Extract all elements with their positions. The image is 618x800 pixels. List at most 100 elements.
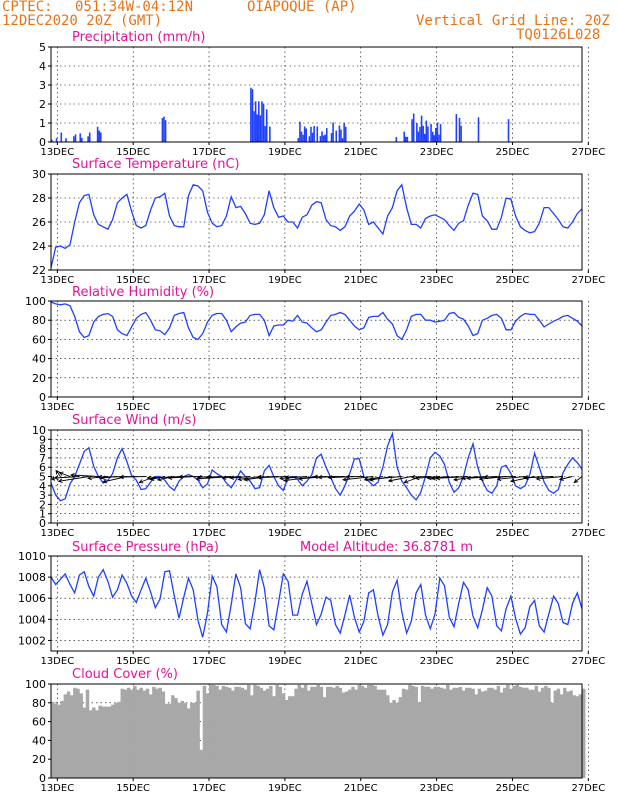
- precip-bar: [405, 136, 407, 142]
- cloud-bar: [66, 691, 71, 778]
- cloud-bar: [487, 687, 491, 778]
- wind-arrow: [411, 476, 431, 478]
- wind-arrow-head: [327, 475, 333, 480]
- cloud-bar: [348, 689, 352, 778]
- precip-bar: [433, 135, 436, 142]
- cloud-bar: [54, 703, 58, 778]
- x-tick-label: 23DEC: [420, 656, 454, 667]
- precip-bar: [305, 128, 308, 142]
- precip-bar: [264, 126, 266, 142]
- panel-frame-4: [50, 555, 583, 652]
- y-tick-label: 20: [32, 753, 46, 766]
- x-tick-label: 19DEC: [268, 528, 302, 539]
- wind-arrow-head: [138, 479, 144, 484]
- y-tick-label: 20: [32, 372, 46, 385]
- cloud-bar: [190, 702, 194, 778]
- y-tick-label: 1010: [18, 550, 46, 563]
- cloud-bar: [408, 684, 412, 778]
- cloud-bar: [417, 701, 422, 778]
- y-tick-label: 28: [32, 192, 46, 205]
- cloud-bar: [294, 688, 298, 778]
- cloud-bar: [60, 700, 64, 778]
- x-tick-label: 13DEC: [40, 656, 74, 667]
- wind-arrow: [536, 476, 564, 480]
- cloud-bar: [344, 691, 349, 778]
- cloud-bar: [76, 688, 80, 778]
- x-tick-label: 15DEC: [116, 147, 150, 158]
- wind-arrow: [54, 476, 80, 479]
- cloud-bar: [465, 687, 469, 778]
- cloud-bar: [480, 691, 485, 778]
- x-tick-label: 25DEC: [496, 275, 530, 286]
- cloud-bar: [142, 690, 147, 778]
- wind-arrow-head: [430, 476, 436, 481]
- precip-bar: [254, 101, 257, 142]
- wind-arrow: [70, 474, 99, 477]
- x-tick-label: 25DEC: [496, 783, 530, 794]
- cloud-bar: [101, 706, 106, 778]
- cloud-bar: [310, 686, 314, 778]
- precip-bar: [435, 127, 437, 142]
- cloud-bar: [177, 702, 181, 778]
- x-tick-label: 25DEC: [496, 528, 530, 539]
- cloud-bar: [382, 689, 387, 778]
- cloud-bar: [515, 684, 520, 778]
- wind-arrow-head: [426, 475, 432, 481]
- wind-arrow-head: [50, 476, 55, 481]
- cloud-bar: [259, 687, 264, 778]
- cloud-bar: [401, 688, 406, 778]
- cloud-bar: [88, 710, 93, 778]
- wind-arrow-head: [298, 476, 303, 481]
- cloud-bar: [354, 689, 358, 778]
- wind-arrow-head: [243, 477, 249, 482]
- cloud-bar: [528, 689, 532, 778]
- cloud-bar: [186, 708, 191, 778]
- series-line-3: [50, 431, 583, 502]
- cloud-bar: [95, 710, 99, 778]
- x-tick-label: 21DEC: [344, 402, 378, 413]
- cloud-bar: [322, 697, 327, 778]
- wind-arrow: [559, 476, 573, 480]
- x-tick-label: 17DEC: [192, 402, 226, 413]
- cloud-bar: [79, 693, 83, 778]
- wind-arrow-head: [119, 474, 124, 480]
- cloud-bar: [578, 694, 583, 778]
- precip-bar: [269, 126, 271, 142]
- wind-arrow-head: [237, 476, 243, 482]
- precip-bar: [302, 134, 304, 142]
- cloud-bar: [446, 684, 450, 778]
- cloud-bar: [367, 684, 371, 778]
- precip-bar: [265, 109, 268, 142]
- x-tick-label: 15DEC: [116, 528, 150, 539]
- x-tick-label: 21DEC: [344, 656, 378, 667]
- cloud-bar: [373, 685, 377, 778]
- precip-bar: [507, 119, 510, 142]
- x-tick-label: 15DEC: [116, 402, 150, 413]
- cloud-bar: [193, 702, 197, 778]
- wind-arrow-head: [496, 476, 502, 482]
- cloud-bar: [468, 687, 472, 778]
- cloud-bar: [148, 694, 153, 778]
- y-tick-label: 4: [39, 480, 46, 493]
- cloud-bar: [161, 691, 166, 778]
- cloud-bar: [246, 684, 251, 778]
- cloud-bar: [303, 684, 308, 778]
- wind-arrow-head: [167, 475, 173, 481]
- y-tick-label: 80: [32, 314, 46, 327]
- panel-title-5: Cloud Cover (%): [72, 667, 178, 682]
- wind-arrow: [369, 476, 402, 480]
- precip-bar: [340, 129, 342, 142]
- cloud-bar: [357, 684, 362, 778]
- wind-arrow-head: [178, 474, 183, 480]
- cloud-bar: [237, 686, 241, 778]
- wind-arrow-head: [58, 471, 64, 476]
- cloud-bar: [332, 687, 336, 778]
- cloud-bar: [509, 688, 513, 778]
- cloud-bar: [117, 701, 121, 778]
- cloud-bar: [205, 693, 210, 778]
- wind-arrow: [147, 476, 184, 479]
- cloud-bar: [376, 689, 381, 778]
- wind-arrow: [196, 476, 232, 480]
- cloud-bar: [196, 690, 200, 778]
